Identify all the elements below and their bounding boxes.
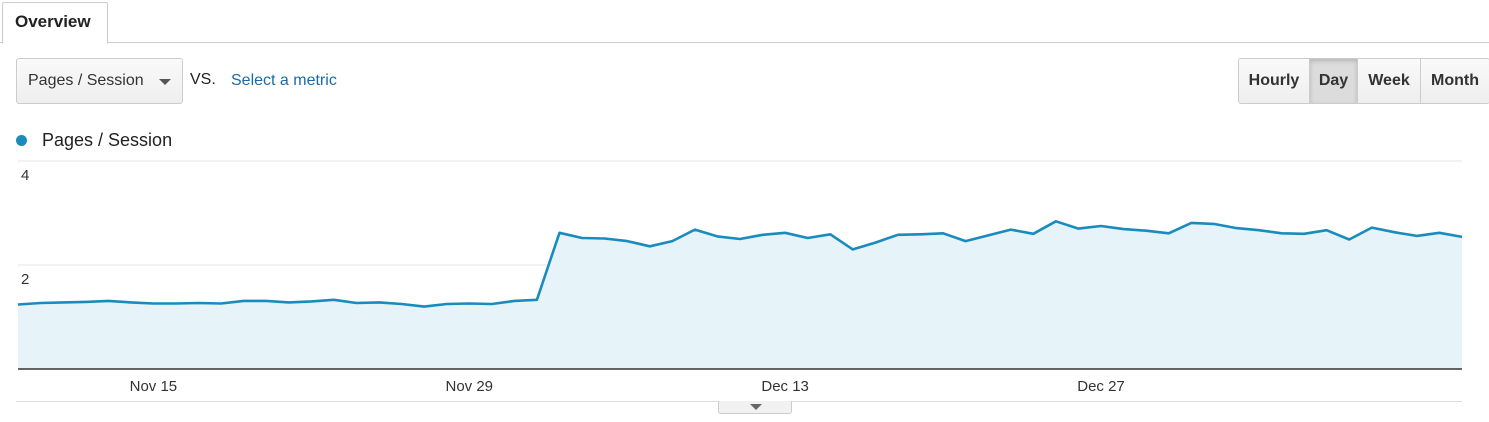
- tab-overview[interactable]: Overview: [2, 2, 108, 44]
- period-month-button[interactable]: Month: [1421, 59, 1489, 103]
- y-ticks: 42: [21, 167, 29, 288]
- pages-per-session-chart: 42 Nov 15 Nov 29 Dec 13 Dec 27: [17, 160, 1463, 395]
- legend-label: Pages / Session: [42, 130, 173, 150]
- period-selector: Hourly Day Week Month: [1238, 58, 1489, 104]
- metric-select-value: Pages / Session: [28, 72, 144, 89]
- vs-label: VS.: [190, 71, 216, 88]
- x-tick-label: Dec 27: [1077, 378, 1125, 395]
- chevron-down-icon: [159, 79, 171, 85]
- y-tick-label: 4: [21, 167, 29, 184]
- x-tick-label: Nov 15: [130, 378, 178, 395]
- chevron-down-icon: [750, 404, 762, 410]
- metric-select[interactable]: Pages / Session: [16, 58, 183, 104]
- series-area: [18, 221, 1462, 369]
- legend-dot-icon: [16, 135, 27, 146]
- tab-bar: Overview: [0, 0, 1489, 44]
- x-tick-label: Nov 29: [445, 378, 493, 395]
- series-line: [17, 220, 1463, 308]
- y-tick-label: 2: [21, 271, 29, 288]
- select-metric-link[interactable]: Select a metric: [231, 72, 337, 89]
- expand-chart-toggle[interactable]: [718, 401, 792, 414]
- x-ticks: Nov 15 Nov 29 Dec 13 Dec 27: [130, 378, 1125, 395]
- period-day-button[interactable]: Day: [1310, 59, 1358, 103]
- period-week-button[interactable]: Week: [1358, 59, 1421, 103]
- chart-legend: Pages / Session: [16, 130, 172, 151]
- x-tick-label: Dec 13: [761, 378, 809, 395]
- period-hourly-button[interactable]: Hourly: [1239, 59, 1310, 103]
